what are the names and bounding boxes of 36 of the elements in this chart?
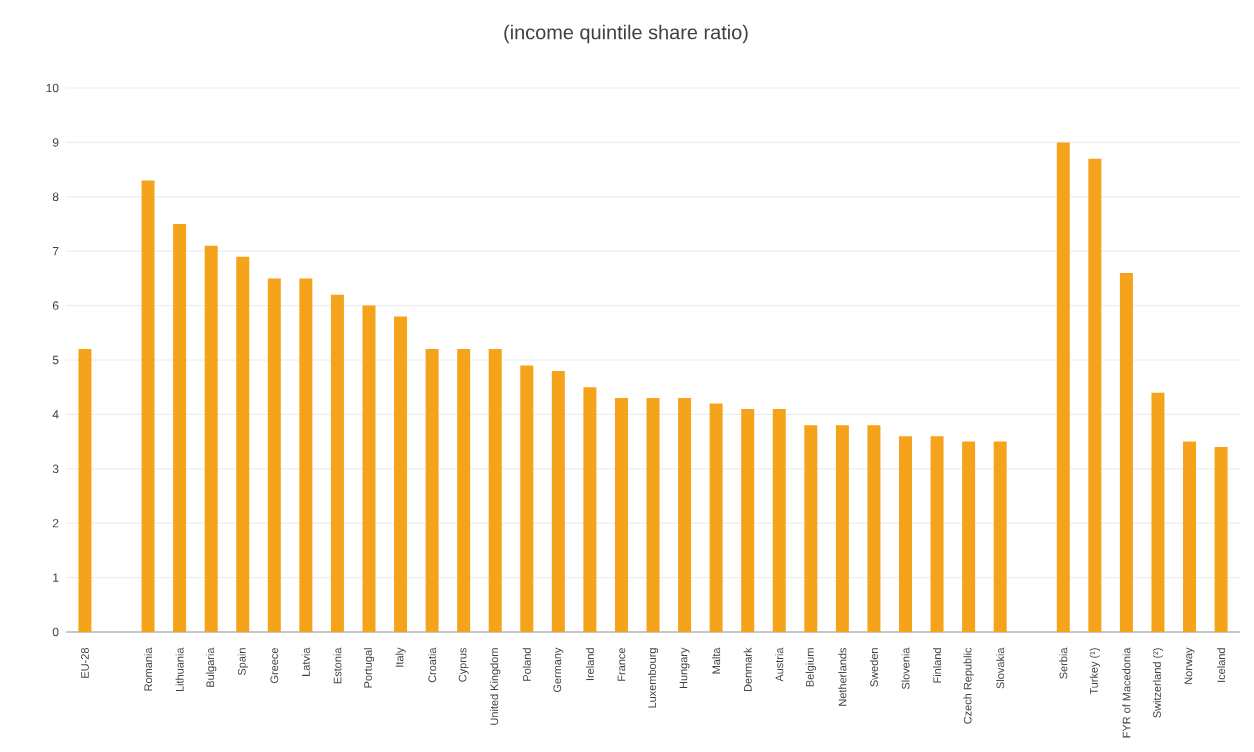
bar	[898, 436, 912, 632]
bar	[1088, 158, 1102, 632]
chart-subtitle: (income quintile share ratio)	[504, 24, 748, 44]
bar	[394, 316, 408, 632]
bar	[488, 349, 502, 632]
bar	[520, 365, 534, 632]
bar	[709, 403, 723, 632]
bar	[236, 256, 250, 632]
bar	[78, 349, 92, 632]
bar	[962, 441, 976, 632]
bar	[1214, 447, 1228, 632]
bar	[930, 436, 944, 632]
bar	[267, 278, 281, 632]
bar	[678, 398, 692, 632]
bar	[425, 349, 439, 632]
bar	[583, 387, 597, 632]
bar	[299, 278, 313, 632]
bar	[835, 425, 849, 632]
bar	[1119, 272, 1133, 632]
bar	[141, 180, 155, 632]
bar	[741, 408, 755, 632]
bar	[804, 425, 818, 632]
bar	[993, 441, 1007, 632]
bar	[1151, 392, 1165, 632]
bar	[1056, 142, 1070, 632]
bar	[173, 223, 187, 632]
bar	[867, 425, 881, 632]
bar	[457, 349, 471, 632]
bar	[614, 398, 628, 632]
bar	[772, 408, 786, 632]
bar	[646, 398, 660, 632]
bar	[330, 294, 344, 632]
bar	[551, 370, 565, 632]
bar	[1183, 441, 1197, 632]
bar	[362, 305, 376, 632]
bar	[204, 245, 218, 632]
